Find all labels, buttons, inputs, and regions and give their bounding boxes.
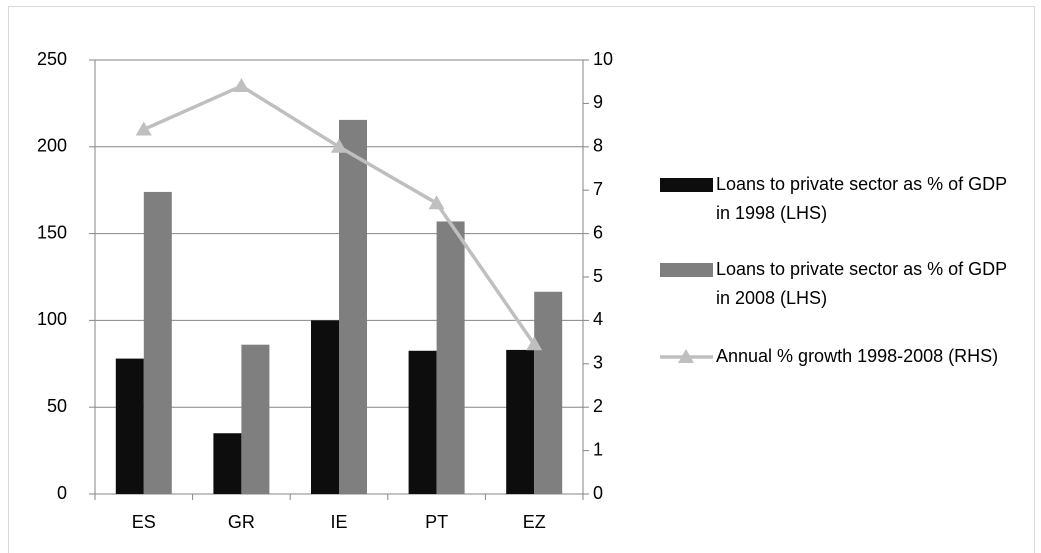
- y-tick-label: 150: [37, 222, 67, 242]
- chart-border: [8, 6, 1035, 553]
- bar: [339, 119, 367, 494]
- bar: [213, 433, 242, 494]
- bar: [534, 291, 563, 494]
- y-tick-label: 200: [37, 136, 67, 156]
- legend-label: Loans to private sector as % of GDP in 2…: [716, 259, 1007, 308]
- bar: [408, 350, 437, 494]
- x-tick-label: PT: [425, 512, 448, 532]
- bar: [311, 320, 339, 494]
- y2-tick-label: 0: [593, 483, 603, 503]
- y2-tick-label: 5: [593, 266, 603, 286]
- bar: [506, 349, 535, 494]
- y2-tick-label: 3: [593, 353, 603, 373]
- x-tick-label: IE: [330, 512, 347, 532]
- y-tick-label: 0: [57, 483, 67, 503]
- y2-tick-label: 2: [593, 396, 603, 416]
- legend-label: Loans to private sector as % of GDP in 1…: [716, 174, 1007, 223]
- legend-swatch: [660, 178, 713, 192]
- y2-tick-label: 1: [593, 439, 603, 459]
- legend-swatch: [660, 263, 713, 277]
- y2-tick-label: 4: [593, 309, 603, 329]
- y-tick-label: 50: [47, 396, 67, 416]
- bar: [436, 221, 465, 494]
- marker: [135, 121, 152, 136]
- legend-label: Annual % growth 1998-2008 (RHS): [716, 346, 999, 366]
- x-tick-label: EZ: [523, 512, 546, 532]
- marker: [331, 138, 347, 153]
- bar: [241, 344, 270, 494]
- y2-tick-label: 6: [593, 222, 603, 242]
- x-tick-label: GR: [228, 512, 255, 532]
- marker: [428, 195, 445, 210]
- bar: [143, 191, 172, 494]
- marker: [526, 336, 543, 351]
- y2-tick-label: 8: [593, 136, 603, 156]
- y2-tick-label: 7: [593, 179, 603, 199]
- legend-marker: [678, 349, 694, 363]
- y-tick-label: 250: [37, 49, 67, 69]
- marker: [233, 78, 250, 93]
- x-tick-label: ES: [132, 512, 156, 532]
- y2-tick-label: 10: [593, 49, 613, 69]
- bar: [115, 358, 144, 494]
- y-tick-label: 100: [37, 309, 67, 329]
- y2-tick-label: 9: [593, 92, 603, 112]
